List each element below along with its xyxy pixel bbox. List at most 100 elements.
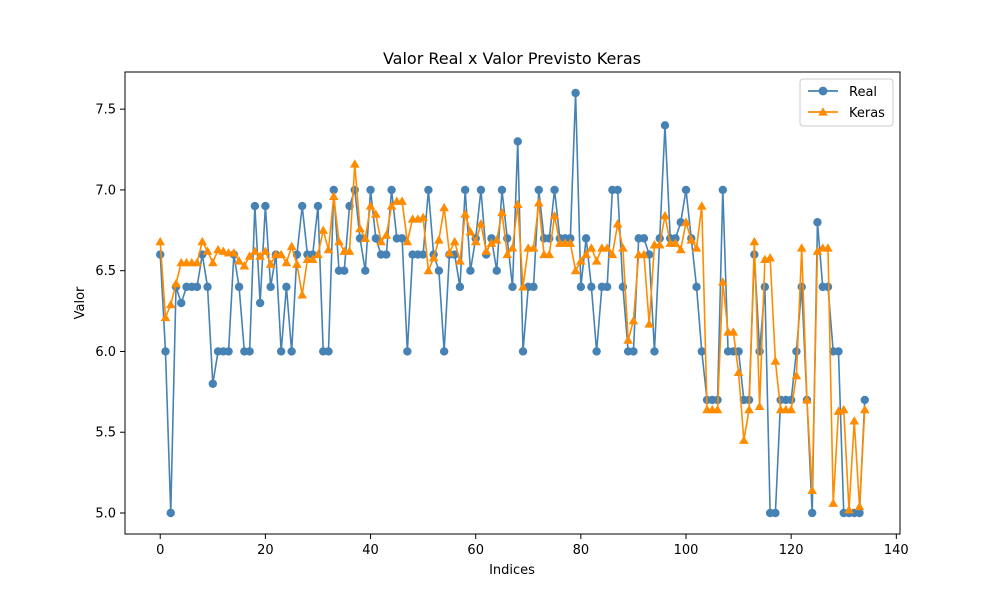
data-point-keras [570,265,581,275]
y-tick-label: 5.5 [95,426,116,441]
x-axis: 0 20 40 60 80 100 120 140 [156,534,909,558]
data-point-real [602,282,612,292]
data-point-keras [512,199,523,209]
data-point-real [771,508,780,518]
data-point-real [671,234,680,243]
x-tick-label: 100 [674,543,699,558]
data-point-keras [202,246,213,255]
data-point-keras [576,256,586,265]
data-point-keras [376,236,386,246]
data-point-real [455,282,465,292]
data-point-keras [334,236,344,246]
data-point-real [250,201,260,211]
legend-real-marker [818,86,828,96]
data-point-keras [686,235,697,244]
data-point-real [234,282,244,292]
data-point-keras [418,212,428,221]
data-point-keras [481,246,492,255]
data-point-real [387,185,396,195]
y-tick-label: 5.0 [95,507,116,522]
data-point-keras [313,249,323,259]
data-point-keras [581,249,591,259]
data-point-keras [612,219,623,228]
data-point-keras [623,335,633,344]
data-point-keras [544,249,555,259]
data-point-keras [660,210,670,220]
data-point-real [718,185,728,195]
data-point-keras [859,404,870,414]
data-point-keras [371,209,381,218]
data-point-real [287,347,296,356]
data-point-real [697,347,706,356]
data-point-keras [644,319,654,328]
data-point-real [366,185,375,195]
data-point-real [282,282,291,292]
data-point-real [192,282,202,292]
data-point-real [797,282,806,292]
data-point-keras [239,261,250,270]
data-point-keras [381,230,392,239]
data-point-keras [849,416,860,425]
data-point-real [476,185,486,195]
data-point-keras [234,256,244,265]
legend-keras-marker [818,107,828,116]
data-point-keras [260,246,271,255]
data-point-keras [434,235,444,244]
data-point-keras [854,501,865,511]
data-point-keras [802,395,812,404]
data-point-real [550,185,559,195]
data-point-real [371,234,380,243]
data-series-layer [155,88,870,518]
data-point-keras [318,225,329,234]
data-point-real [439,347,449,356]
y-tick-label: 7.0 [95,183,116,198]
data-point-real [518,347,528,356]
data-point-keras [718,277,728,286]
data-point-keras [397,196,407,205]
data-point-real [792,347,801,356]
data-point-real [860,395,869,405]
data-point-keras [739,435,749,444]
data-point-real [329,185,338,195]
legend: Real Keras [799,78,894,127]
data-point-keras [796,243,807,252]
data-point-keras [607,249,618,259]
data-point-keras [828,498,839,507]
data-point-real [566,234,575,243]
data-point-keras [749,236,760,246]
data-point-keras [349,159,360,168]
data-point-real [361,266,370,275]
data-point-keras [502,249,513,259]
data-point-real [613,185,622,195]
data-point-real [529,282,538,292]
data-point-keras [439,202,449,212]
data-point-real [397,234,407,243]
data-point-real [513,137,522,146]
data-point-keras [791,370,802,380]
y-tick-label: 7.5 [95,103,116,118]
data-point-real [382,250,391,259]
data-point-real [629,347,638,356]
data-point-keras [618,243,628,252]
data-point-real [807,508,817,518]
data-point-real [156,250,165,259]
data-point-real [261,201,270,211]
data-point-real [203,282,212,292]
data-point-keras [770,356,781,365]
data-point-keras [628,315,639,325]
data-point-real [639,234,649,243]
x-tick-label: 80 [573,543,590,558]
data-point-keras [602,243,612,252]
data-point-keras [265,259,276,268]
series-line-real [159,92,866,514]
data-point-keras [497,207,507,217]
data-point-keras [691,243,702,252]
data-point-keras [533,198,544,207]
data-point-keras [197,236,208,246]
data-point-keras [360,233,371,242]
data-point-real [581,234,591,243]
data-point-real [460,185,470,195]
data-point-keras [744,404,754,414]
data-point-keras [307,254,318,263]
data-point-real [177,298,186,308]
